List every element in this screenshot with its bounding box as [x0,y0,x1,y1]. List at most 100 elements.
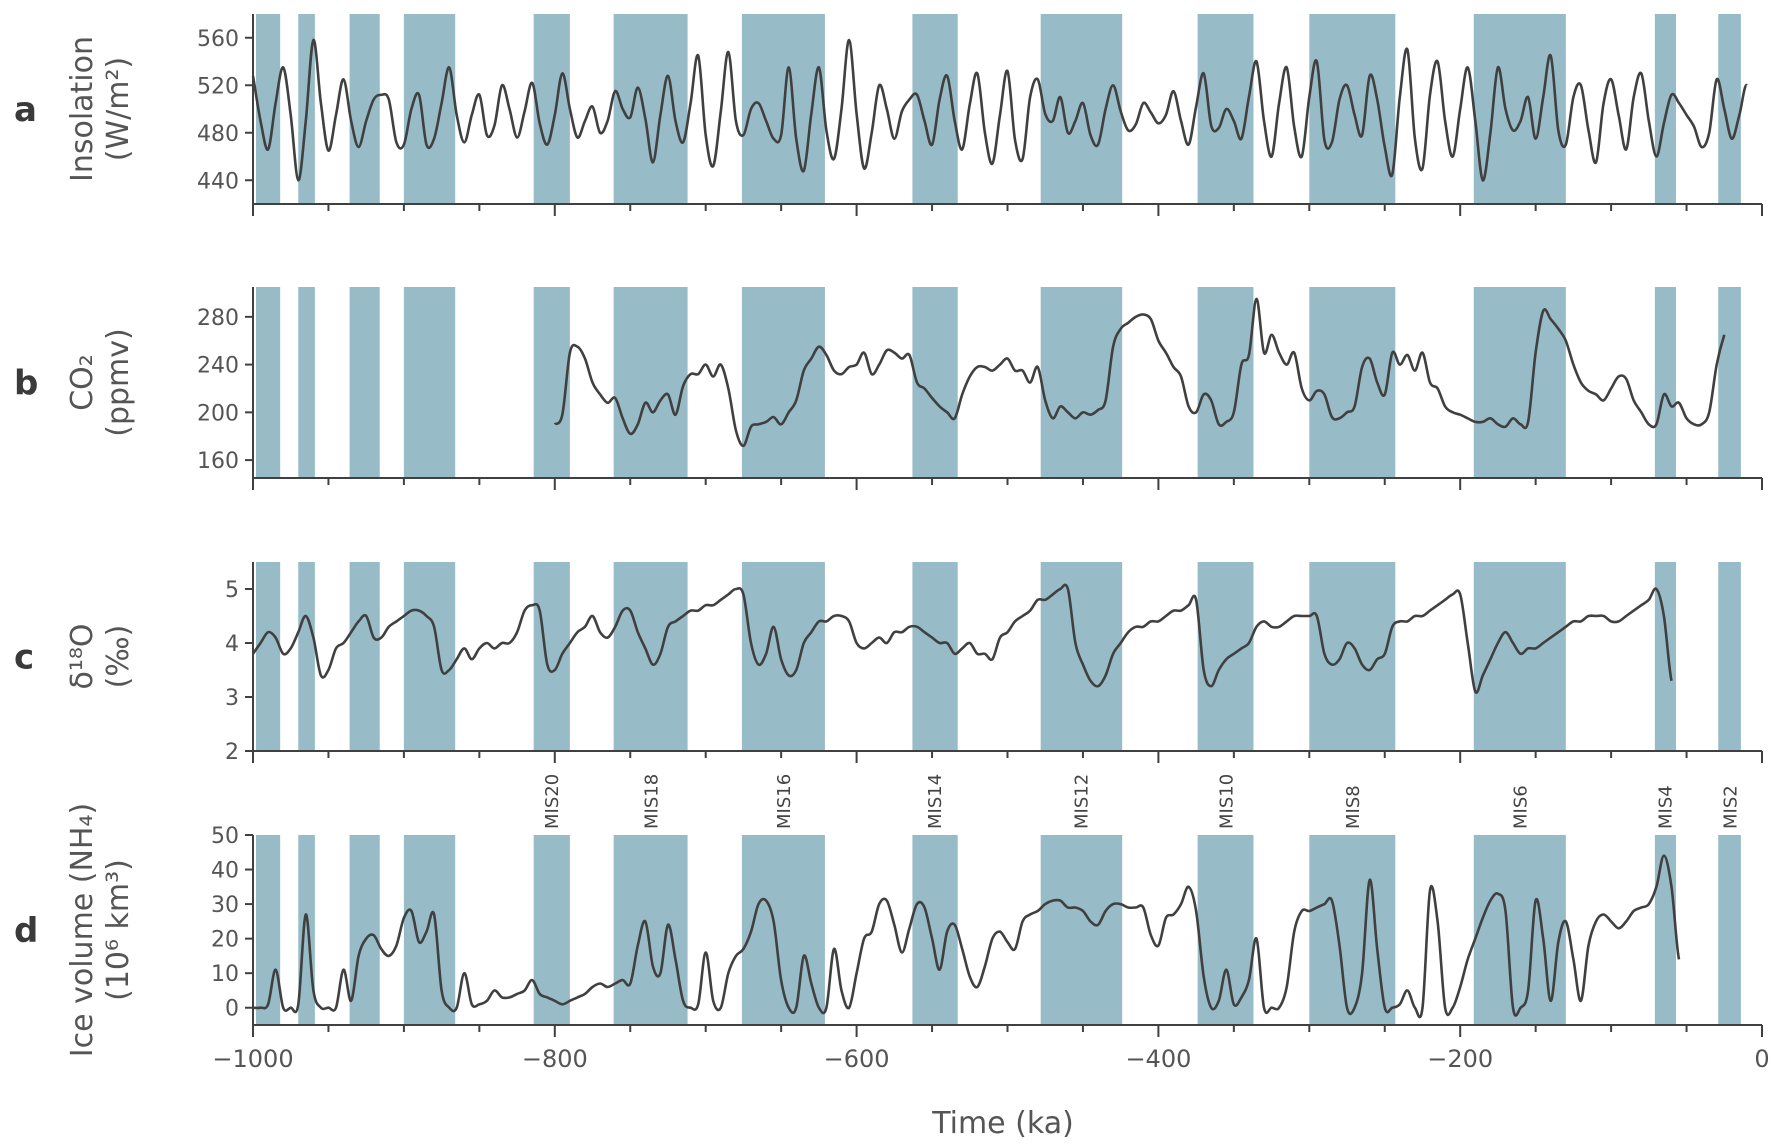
mis-label: MIS6 [1511,785,1532,829]
glacial-band [1473,562,1566,751]
glacial-band [1473,835,1566,1025]
y-axis-unit-label: (W/m²) [101,57,136,161]
glacial-band [1040,14,1123,204]
glacial-band [613,14,688,204]
mis-label: MIS20 [542,774,563,829]
glacial-band [912,562,958,751]
glacial-band [1718,14,1741,204]
glacial-band [1654,14,1676,204]
glacial-band [1197,287,1254,478]
glacial-band [1473,14,1566,204]
y-tick-label: 280 [197,306,239,331]
glacial-band [349,835,380,1025]
x-tick-label: 0 [1754,1045,1769,1073]
glacial-band [741,287,825,478]
mis-label: MIS18 [641,774,662,829]
glacial-band [298,835,315,1025]
glacial-band [349,14,380,204]
glacial-band [298,562,315,751]
y-tick-label: 560 [197,27,239,52]
x-tick-label: −800 [522,1045,588,1073]
mis-label: MIS2 [1720,785,1741,829]
panel-letter: a [14,90,37,130]
glacial-band [1718,835,1741,1025]
y-tick-label: 3 [225,686,239,711]
glacial-band [1040,562,1123,751]
glacial-band [1197,835,1254,1025]
panel-b: 160 200 240 280 b CO₂ (ppmv) [14,287,1763,490]
glacial-band [1309,287,1396,478]
glacial-band [298,287,315,478]
glacial-band [1309,835,1396,1025]
x-axis: −1000 −800 −600 −400 −200 0 [212,1045,1769,1073]
panel-letter: b [14,364,38,404]
y-tick-label: 480 [197,122,239,147]
glacial-band [912,14,958,204]
series-line-a [251,38,1749,182]
glacial-band [403,562,456,751]
x-axis-label: Time (ka) [931,1106,1074,1141]
mis-label: MIS16 [774,774,795,829]
glacial-band [1718,562,1741,751]
glacial-band [613,287,688,478]
mis-label: MIS8 [1343,785,1364,829]
glacial-band [256,562,281,751]
panel-d: 0 10 20 30 40 50 d Ice volume (NH₄) (10⁶ km³) [14,803,1763,1057]
y-tick-label: 240 [197,354,239,379]
x-tick-label: −400 [1125,1045,1191,1073]
y-axis-unit-label: (ppmv) [101,328,136,436]
y-tick-label: 40 [211,859,239,884]
glacial-band [1654,835,1676,1025]
y-tick-label: 4 [225,632,239,657]
y-axis-unit-label: (‰) [101,625,136,689]
panel-a: 440 480 520 560 a Insolation (W/m²) [14,14,1763,216]
glacial-band [256,14,281,204]
glacial-band [613,835,688,1025]
y-tick-label: 0 [225,997,239,1022]
glacial-band [1718,287,1741,478]
glacial-band [1197,562,1254,751]
y-axis-label: δ¹⁸O [65,623,100,689]
y-tick-label: 20 [211,928,239,953]
glacial-band [403,835,456,1025]
series-line-b [553,297,1726,448]
series-line-d [252,854,1681,1019]
glacial-band [533,287,570,478]
mis-label: MIS4 [1655,785,1676,829]
y-tick-label: 10 [211,962,239,987]
glacial-band [1040,287,1123,478]
y-tick-label: 160 [197,449,239,474]
y-axis-label: CO₂ [65,354,100,411]
glacial-band [613,562,688,751]
glacial-shading-layer [256,14,1741,1025]
glacial-band [256,287,281,478]
glacial-band [349,562,380,751]
glacial-band [349,287,380,478]
y-tick-label: 520 [197,74,239,99]
mis-label: MIS12 [1071,774,1092,829]
y-tick-label: 50 [211,824,239,849]
y-tick-label: 2 [225,740,239,765]
mis-labels-layer: MIS20 MIS18 MIS16 MIS14 MIS12 MIS10 MIS8 MIS6 MI… [542,774,1742,829]
y-tick-label: 440 [197,169,239,194]
glacial-band [1040,835,1123,1025]
x-tick-label: −200 [1427,1045,1493,1073]
glacial-band [912,287,958,478]
glacial-band [256,835,281,1025]
panel-c: 2 3 4 5 c δ¹⁸O (‰) [14,562,1763,765]
mis-label: MIS10 [1216,774,1237,829]
glacial-band [533,562,570,751]
x-tick-label: −600 [824,1045,890,1073]
y-tick-label: 5 [225,578,239,603]
glacial-band [1473,287,1566,478]
glacial-band [533,14,570,204]
y-axis-label: Ice volume (NH₄) [65,803,100,1057]
x-tick-label: −1000 [212,1045,293,1073]
glacial-band [533,835,570,1025]
glacial-band [912,835,958,1025]
panel-letter: d [14,911,38,951]
glacial-band [1654,287,1676,478]
y-tick-label: 200 [197,401,239,426]
y-axis-label: Insolation [65,36,100,182]
